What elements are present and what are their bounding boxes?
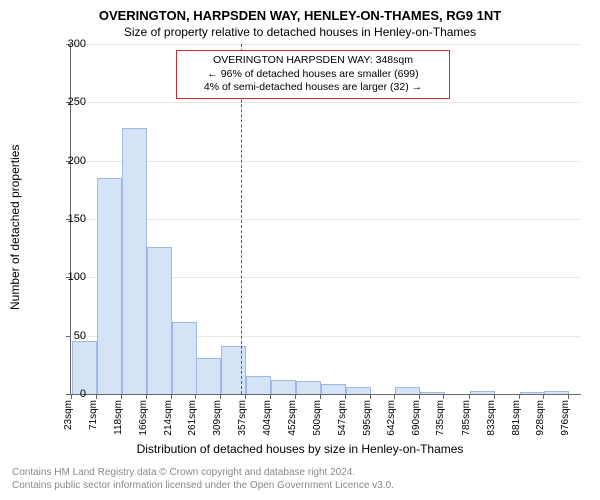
xtick-mark	[394, 394, 395, 399]
histogram-bar	[520, 392, 545, 394]
xtick-label: 500sqm	[312, 400, 323, 436]
gridline	[71, 44, 581, 45]
xtick-mark	[195, 394, 196, 399]
xtick-mark	[543, 394, 544, 399]
histogram-bar	[172, 322, 197, 394]
histogram-bar	[544, 391, 569, 394]
xtick-mark	[220, 394, 221, 399]
xtick-mark	[519, 394, 520, 399]
histogram-bar	[221, 346, 246, 394]
annotation-line: 4% of semi-detached houses are larger (3…	[183, 81, 443, 95]
histogram-bar	[122, 128, 147, 394]
histogram-bar	[147, 247, 172, 394]
xtick-mark	[295, 394, 296, 399]
xtick-label: 214sqm	[163, 400, 174, 436]
ytick-label: 0	[46, 388, 86, 400]
xtick-label: 976sqm	[560, 400, 571, 436]
ytick-label: 50	[46, 330, 86, 342]
ytick-label: 100	[46, 271, 86, 283]
plot-area: 23sqm71sqm118sqm166sqm214sqm261sqm309sqm…	[70, 44, 581, 395]
xtick-label: 785sqm	[461, 400, 472, 436]
xtick-mark	[245, 394, 246, 399]
gridline	[71, 161, 581, 162]
ytick-label: 250	[46, 96, 86, 108]
xtick-mark	[568, 394, 569, 399]
xtick-label: 642sqm	[386, 400, 397, 436]
xtick-mark	[469, 394, 470, 399]
xtick-label: 309sqm	[212, 400, 223, 436]
xtick-label: 404sqm	[262, 400, 273, 436]
y-axis-title: Number of detached properties	[8, 145, 22, 310]
xtick-mark	[443, 394, 444, 399]
xtick-mark	[146, 394, 147, 399]
histogram-bar	[321, 384, 346, 394]
xtick-label: 547sqm	[337, 400, 348, 436]
xtick-mark	[96, 394, 97, 399]
annotation-line: ← 96% of detached houses are smaller (69…	[183, 68, 443, 82]
histogram-bar	[196, 358, 221, 394]
footer-attribution: Contains HM Land Registry data © Crown c…	[12, 466, 394, 492]
gridline	[71, 219, 581, 220]
histogram-bar	[395, 387, 420, 394]
histogram-bar	[271, 380, 296, 394]
xtick-label: 833sqm	[486, 400, 497, 436]
histogram-bar	[97, 178, 122, 394]
xtick-mark	[121, 394, 122, 399]
xtick-mark	[320, 394, 321, 399]
xtick-label: 881sqm	[511, 400, 522, 436]
annotation-box: OVERINGTON HARPSDEN WAY: 348sqm← 96% of …	[176, 50, 450, 99]
ytick-label: 200	[46, 155, 86, 167]
xtick-label: 23sqm	[63, 400, 74, 430]
histogram-bar	[296, 381, 321, 394]
gridline	[71, 102, 581, 103]
chart-title-primary: OVERINGTON, HARPSDEN WAY, HENLEY-ON-THAM…	[0, 0, 600, 23]
xtick-label: 452sqm	[287, 400, 298, 436]
xtick-label: 166sqm	[138, 400, 149, 436]
xtick-label: 690sqm	[411, 400, 422, 436]
histogram-bar	[470, 391, 495, 394]
xtick-mark	[370, 394, 371, 399]
histogram-bar	[346, 387, 371, 394]
xtick-label: 71sqm	[88, 400, 99, 430]
xtick-label: 118sqm	[113, 400, 124, 435]
annotation-line: OVERINGTON HARPSDEN WAY: 348sqm	[183, 54, 443, 68]
xtick-mark	[345, 394, 346, 399]
xtick-label: 595sqm	[362, 400, 373, 436]
ytick-label: 150	[46, 213, 86, 225]
xtick-mark	[494, 394, 495, 399]
histogram-bar	[246, 376, 271, 395]
ytick-label: 300	[46, 38, 86, 50]
xtick-mark	[171, 394, 172, 399]
footer-line-2: Contains public sector information licen…	[12, 479, 394, 492]
footer-line-1: Contains HM Land Registry data © Crown c…	[12, 466, 394, 479]
xtick-mark	[270, 394, 271, 399]
histogram-bar	[420, 392, 445, 394]
xtick-label: 357sqm	[237, 400, 248, 436]
xtick-mark	[419, 394, 420, 399]
histogram-bar	[72, 341, 97, 395]
chart-title-secondary: Size of property relative to detached ho…	[0, 23, 600, 39]
x-axis-title: Distribution of detached houses by size …	[0, 442, 600, 456]
xtick-label: 735sqm	[435, 400, 446, 436]
xtick-label: 928sqm	[535, 400, 546, 436]
xtick-label: 261sqm	[187, 400, 198, 436]
